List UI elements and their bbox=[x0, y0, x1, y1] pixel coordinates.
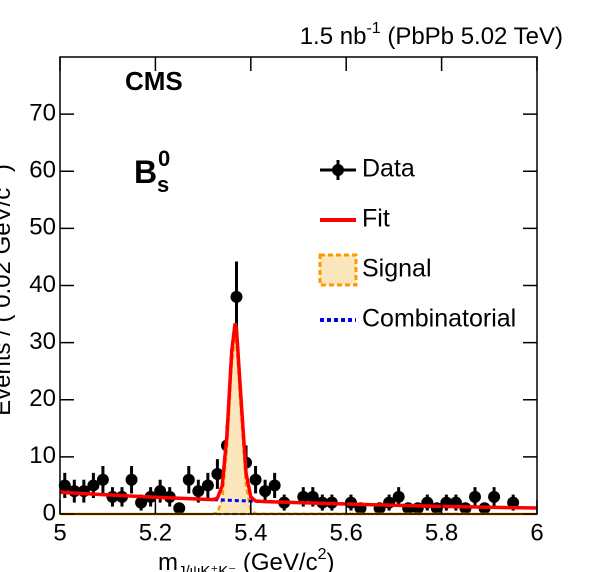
particle-label: B0 s bbox=[134, 146, 170, 197]
data-point bbox=[58, 479, 71, 492]
data-point bbox=[297, 490, 310, 503]
data-point bbox=[87, 479, 100, 492]
y-tick-label: 30 bbox=[29, 328, 56, 355]
x-tick-label: 6 bbox=[530, 519, 543, 546]
legend-label: Data bbox=[362, 155, 415, 183]
data-point bbox=[249, 473, 262, 486]
legend-label: Signal bbox=[362, 255, 432, 283]
data-point bbox=[488, 490, 501, 503]
data-point bbox=[230, 290, 243, 303]
data-point bbox=[468, 490, 481, 503]
legend-label: Combinatorial bbox=[362, 305, 516, 333]
y-tick-label: 40 bbox=[29, 271, 56, 298]
y-tick-label: 50 bbox=[29, 214, 56, 241]
x-tick-label: 5.4 bbox=[234, 519, 267, 546]
x-tick-label: 5.2 bbox=[139, 519, 172, 546]
data-point bbox=[182, 473, 195, 486]
data-point bbox=[211, 468, 224, 481]
data-point bbox=[135, 496, 148, 509]
x-tick-label: 5 bbox=[53, 519, 66, 546]
legend-marker bbox=[332, 164, 344, 176]
data-point bbox=[201, 479, 214, 492]
y-tick-label: 10 bbox=[29, 442, 56, 469]
y-tick-label: 70 bbox=[29, 99, 56, 126]
data-point bbox=[125, 473, 138, 486]
experiment-label: CMS bbox=[125, 66, 183, 96]
data-point bbox=[507, 496, 520, 509]
fit-curve bbox=[59, 323, 538, 510]
x-axis-label: mJ/ψK⁺K⁻ (GeV/c2) bbox=[158, 546, 334, 572]
data-point bbox=[154, 485, 167, 498]
y-tick-label: 20 bbox=[29, 385, 56, 412]
data-point bbox=[259, 485, 272, 498]
data-point bbox=[306, 490, 319, 503]
data-point bbox=[173, 502, 186, 515]
y-axis-label: Events / ( 0.02 GeV/c2 ) bbox=[0, 164, 16, 416]
plot-frame bbox=[59, 56, 538, 515]
data-point bbox=[392, 490, 405, 503]
x-tick-label: 5.8 bbox=[425, 519, 458, 546]
data-point bbox=[96, 473, 109, 486]
lumi-label: 1.5 nb-1 (PbPb 5.02 TeV) bbox=[300, 20, 563, 50]
data-point bbox=[192, 485, 205, 498]
x-tick-label: 5.6 bbox=[330, 519, 363, 546]
data-point bbox=[268, 479, 281, 492]
legend-label: Fit bbox=[362, 205, 390, 233]
y-tick-label: 60 bbox=[29, 157, 56, 184]
legend-swatch bbox=[318, 253, 358, 287]
y-tick-label: 0 bbox=[43, 499, 56, 526]
